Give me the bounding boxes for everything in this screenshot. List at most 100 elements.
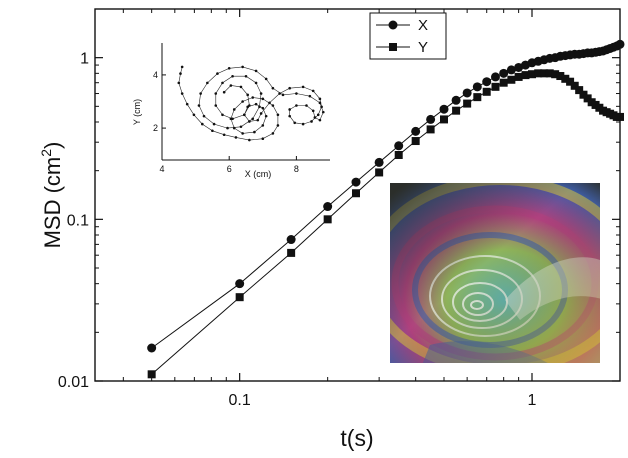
- inset-trajectory-point: [222, 133, 226, 137]
- y-axis-label-close: ): [40, 142, 65, 149]
- inset-trajectory-point: [251, 117, 255, 121]
- inset-trajectory-point: [301, 122, 305, 126]
- inset-trajectory-point: [281, 93, 285, 97]
- series-x-point: [514, 62, 524, 72]
- inset-trajectory-point: [234, 136, 238, 139]
- inset-trajectory-point: [310, 120, 313, 123]
- inset-trajectory-point: [222, 90, 226, 94]
- inset-trajectory-point: [261, 97, 265, 101]
- inset-trajectory-point: [248, 104, 251, 107]
- inset-trajectory-point: [251, 96, 255, 99]
- inset-trajectory-point: [254, 81, 258, 85]
- series-y-point: [551, 70, 560, 79]
- series-x-point: [439, 104, 449, 114]
- x-axis-label: t(s): [340, 425, 373, 451]
- inset-trajectory-point: [221, 81, 224, 85]
- inset-trajectory-point: [264, 77, 268, 81]
- inset-trajectory-point: [258, 105, 261, 109]
- series-y-point: [287, 248, 296, 257]
- inset-trajectory-point: [305, 104, 308, 107]
- series-x-point: [490, 72, 500, 82]
- y-tick-label: 1: [80, 51, 89, 68]
- series-x-point: [235, 279, 245, 289]
- series-x-point: [394, 141, 404, 151]
- inset-trajectory-point: [246, 93, 249, 97]
- inset-trajectory-point: [201, 122, 204, 126]
- inset-trajectory-point: [232, 108, 236, 111]
- inset-trajectory-point: [226, 126, 229, 130]
- series-y-point: [482, 87, 491, 96]
- inset-trajectory-point: [261, 124, 265, 127]
- series-y-point: [375, 168, 384, 177]
- y-axis-label: MSD (cm2): [38, 142, 65, 249]
- inset-trajectory-point: [301, 85, 305, 89]
- legend: X Y: [369, 12, 447, 60]
- inset-trajectory-point: [253, 130, 256, 134]
- inset-trajectory-point: [313, 116, 317, 119]
- inset-trajectory-line: [178, 66, 324, 141]
- series-x-point: [506, 65, 516, 75]
- series-x-point: [451, 95, 461, 105]
- inset-x-tick-label: 6: [227, 164, 232, 174]
- y-axis-label-main: MSD (cm: [40, 157, 65, 249]
- series-x-point: [482, 77, 492, 87]
- inset-trajectory-point: [276, 124, 280, 127]
- series-y-point: [545, 69, 554, 78]
- inset-trajectory-point: [271, 132, 275, 135]
- series-x-point: [462, 88, 472, 98]
- inset-trajectory-point: [179, 72, 182, 75]
- inset-trajectory-point: [288, 86, 291, 90]
- series-y-point: [566, 77, 575, 86]
- inset-x-axis-label: X (cm): [245, 169, 272, 179]
- y-tick-label: 0.01: [58, 374, 89, 391]
- inset-trajectory-point: [241, 65, 244, 69]
- series-y-point: [463, 99, 472, 108]
- inset-trajectory-point: [271, 86, 275, 90]
- inset-trajectory-point: [232, 126, 236, 130]
- series-y-point: [452, 106, 461, 115]
- series-y-point: [583, 94, 592, 103]
- inset-trajectory-point: [261, 137, 265, 141]
- y-axis-label-sup: 2: [38, 149, 54, 157]
- inset-trajectory-point: [311, 109, 315, 113]
- inset-trajectory-point: [202, 114, 206, 118]
- x-tick-label: 0.1: [229, 392, 251, 409]
- inset-trajectory-point: [268, 101, 271, 105]
- inset-trajectory-point: [254, 102, 258, 106]
- inset-trajectory-point: [212, 122, 216, 126]
- legend-y-label: Y: [418, 39, 428, 56]
- series-y-point: [411, 137, 420, 146]
- inset-trajectory-point: [231, 117, 234, 121]
- inset-trajectory-point: [197, 104, 201, 107]
- y-tick-label: 0.1: [67, 212, 89, 229]
- inset-trajectory-point: [214, 104, 218, 107]
- inset-trajectory-point: [295, 92, 298, 95]
- series-y-point: [394, 150, 403, 159]
- inset-trajectory-point: [206, 81, 209, 85]
- inset-trajectory-point: [239, 85, 243, 89]
- inset-trajectory-point: [180, 92, 184, 95]
- inset-trajectory-point: [318, 101, 322, 105]
- inset-trajectory-point: [229, 84, 233, 87]
- series-x-point: [426, 114, 436, 124]
- legend-x-marker: [388, 20, 398, 30]
- series-y-point: [534, 69, 543, 78]
- series-y-point: [514, 72, 523, 81]
- inset-trajectory-points: [177, 65, 325, 142]
- series-y-point: [616, 112, 624, 121]
- series-y-point: [521, 71, 530, 80]
- series-y-point: [235, 293, 244, 302]
- inset-trajectory-point: [180, 65, 184, 69]
- series-y-point: [351, 189, 360, 198]
- series-x-point: [472, 82, 482, 92]
- swirl-photo: [390, 183, 600, 363]
- legend-y-marker: [389, 43, 397, 51]
- inset-trajectory-point: [177, 81, 181, 85]
- inset-trajectory-point: [256, 118, 260, 122]
- series-y-point: [540, 69, 549, 78]
- inset-trajectory-point: [261, 106, 265, 110]
- inset-trajectory-point: [271, 104, 275, 107]
- inset-trajectory-point: [216, 72, 219, 75]
- inset-x-tick-label: 8: [294, 164, 299, 174]
